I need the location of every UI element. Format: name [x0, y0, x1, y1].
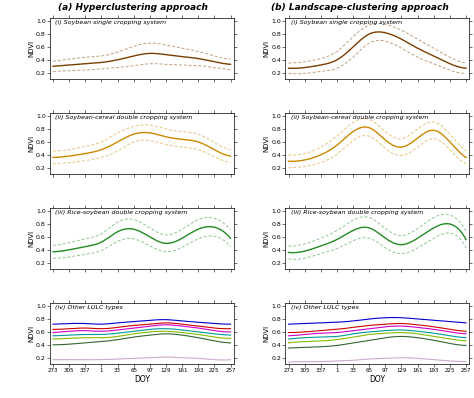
- X-axis label: DOY: DOY: [134, 375, 150, 384]
- Text: (i) Soybean single cropping system: (i) Soybean single cropping system: [55, 20, 166, 25]
- X-axis label: DOY: DOY: [369, 375, 385, 384]
- Text: (iii) Rice-soybean double cropping system: (iii) Rice-soybean double cropping syste…: [55, 210, 188, 215]
- Text: (a) Hyperclustering approach: (a) Hyperclustering approach: [58, 3, 208, 12]
- Y-axis label: NDVI: NDVI: [28, 40, 34, 57]
- Y-axis label: NDVI: NDVI: [264, 135, 270, 152]
- Y-axis label: NDVI: NDVI: [28, 230, 34, 247]
- Y-axis label: NDVI: NDVI: [28, 325, 34, 342]
- Text: (iii) Rice-soybean double cropping system: (iii) Rice-soybean double cropping syste…: [291, 210, 423, 215]
- Text: (ii) Soybean-cereal double cropping system: (ii) Soybean-cereal double cropping syst…: [55, 115, 192, 120]
- Text: (iv) Other LULC types: (iv) Other LULC types: [55, 305, 123, 310]
- Y-axis label: NDVI: NDVI: [28, 135, 34, 152]
- Text: (b) Landscape-clustering approach: (b) Landscape-clustering approach: [271, 3, 449, 12]
- Text: (iv) Other LULC types: (iv) Other LULC types: [291, 305, 358, 310]
- Text: (ii) Soybean-cereal double cropping system: (ii) Soybean-cereal double cropping syst…: [291, 115, 428, 120]
- Text: (i) Soybean single cropping system: (i) Soybean single cropping system: [291, 20, 402, 25]
- Y-axis label: NDVI: NDVI: [264, 325, 270, 342]
- Y-axis label: NDVI: NDVI: [264, 40, 270, 57]
- Y-axis label: NDVI: NDVI: [264, 230, 270, 247]
